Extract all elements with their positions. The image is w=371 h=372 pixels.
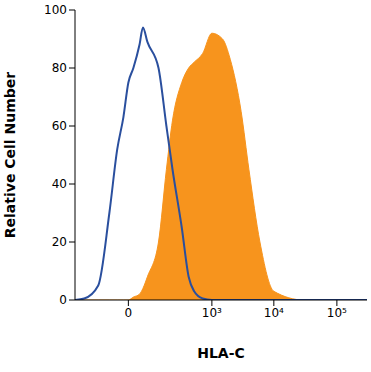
svg-text:10⁴: 10⁴: [264, 306, 284, 320]
svg-text:100: 100: [44, 3, 67, 17]
svg-text:Relative Cell Number: Relative Cell Number: [8, 72, 18, 239]
svg-text:10⁵: 10⁵: [327, 306, 347, 320]
svg-text:0: 0: [125, 306, 133, 320]
svg-text:HLA-C: HLA-C: [197, 345, 245, 361]
svg-text:0: 0: [59, 293, 67, 307]
svg-text:60: 60: [52, 119, 67, 133]
svg-text:20: 20: [52, 235, 67, 249]
svg-text:80: 80: [52, 61, 67, 75]
svg-text:40: 40: [52, 177, 67, 191]
svg-text:10³: 10³: [202, 306, 222, 320]
